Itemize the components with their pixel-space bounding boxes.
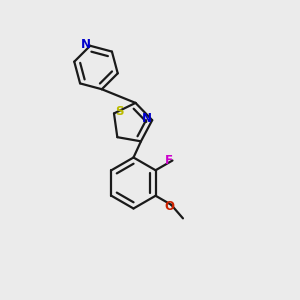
Text: O: O [165, 200, 175, 213]
Text: N: N [142, 112, 152, 125]
Text: S: S [115, 104, 124, 118]
Text: F: F [165, 154, 173, 167]
Text: N: N [81, 38, 91, 51]
